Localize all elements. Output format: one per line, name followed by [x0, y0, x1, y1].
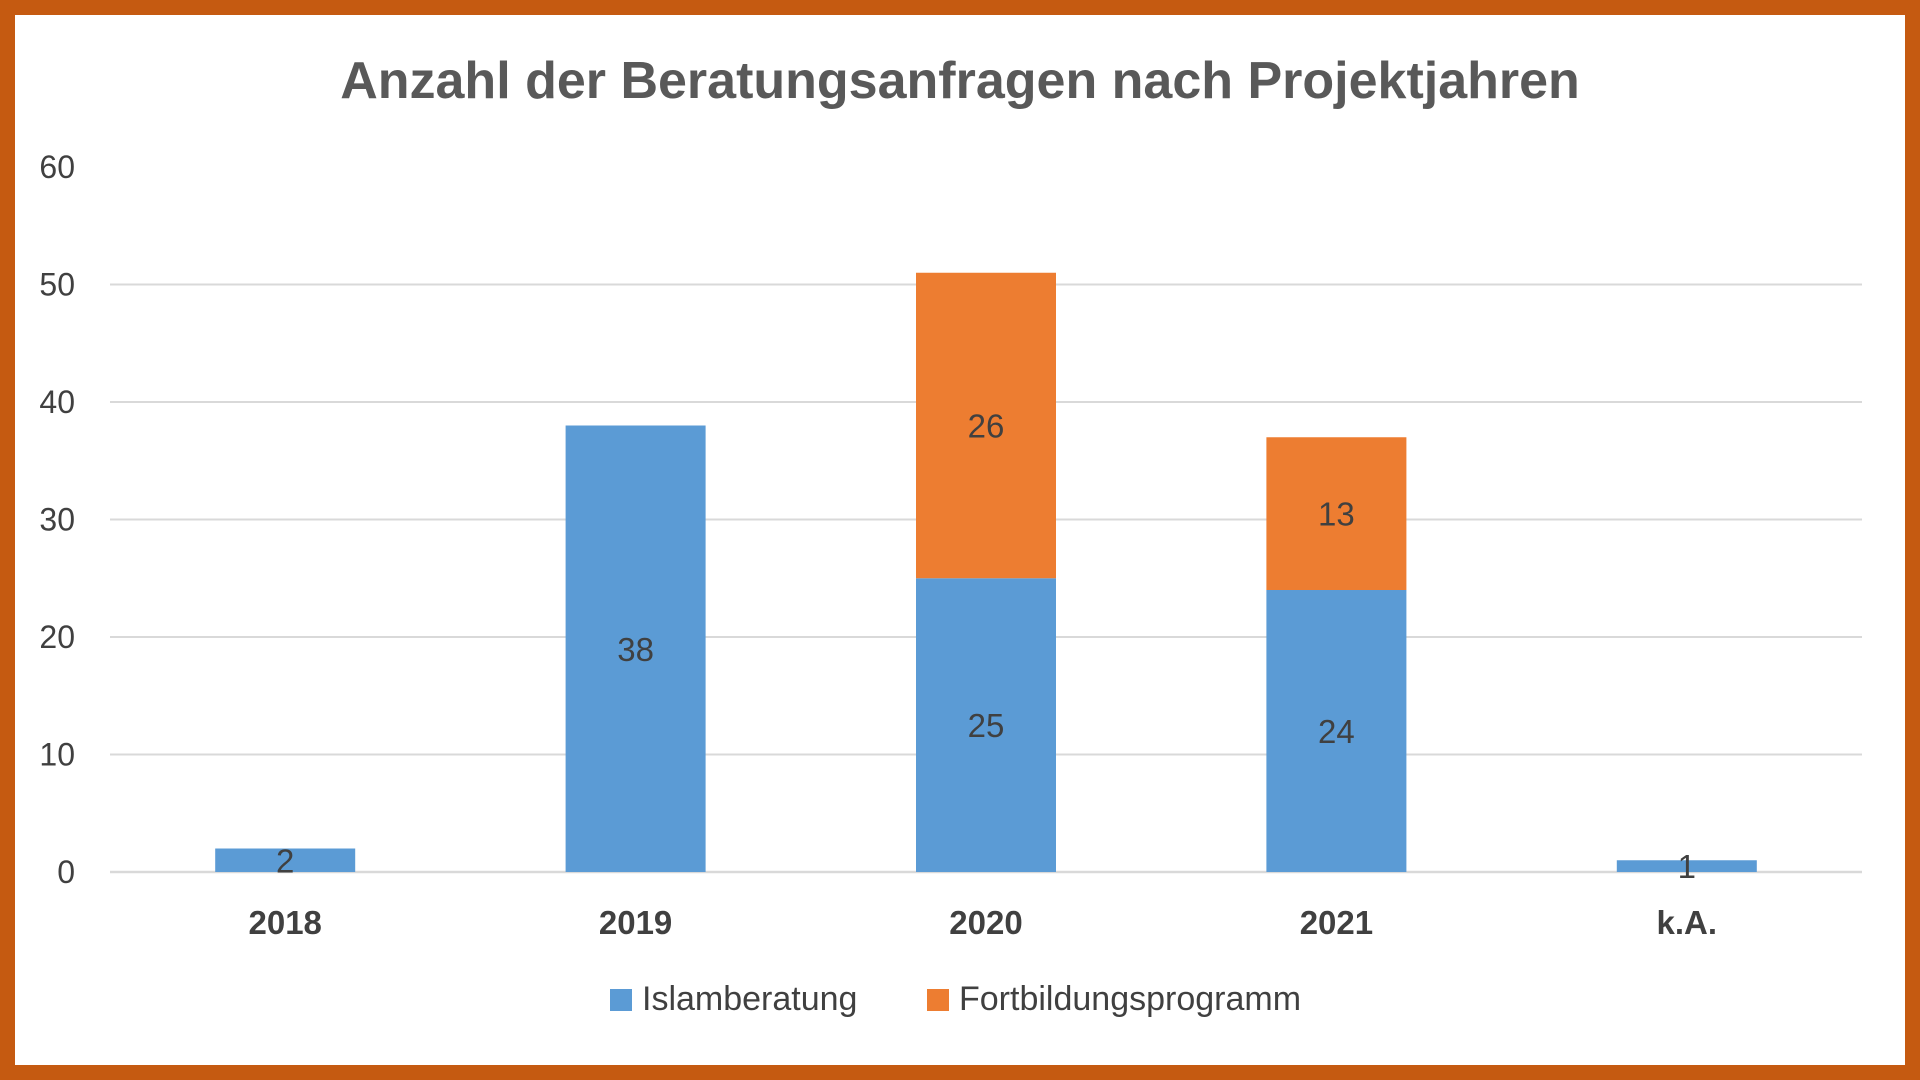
bars: [215, 272, 1757, 872]
data-label: 1: [1678, 848, 1696, 885]
data-label: 25: [968, 707, 1005, 744]
bar-islamberatung-2018: [215, 848, 356, 872]
x-tick-label: k.A.: [1657, 904, 1718, 941]
data-labels: 2 38 25 26 24 13 1: [276, 408, 1696, 886]
legend-label: Islamberatung: [642, 980, 857, 1018]
chart-title: Anzahl der Beratungsanfragen nach Projek…: [340, 52, 1580, 110]
y-tick-label: 30: [39, 502, 75, 538]
x-tick-label: 2021: [1300, 904, 1373, 941]
data-label: 26: [968, 408, 1005, 445]
bar-islamberatung-2021: [1266, 590, 1407, 872]
bar-islamberatung-ka: [1616, 860, 1757, 872]
y-tick-label: 60: [39, 149, 75, 185]
bar-fortbildungsprogramm-2021: [1266, 437, 1407, 590]
y-tick-label: 50: [39, 267, 75, 303]
bar-islamberatung-2020: [916, 578, 1056, 872]
y-tick-label: 0: [57, 854, 75, 890]
y-axis-ticks: 0 10 20 30 40 50 60: [39, 149, 75, 890]
legend-swatch: [927, 989, 949, 1011]
bar-islamberatung-2019: [565, 425, 706, 872]
legend-swatch: [610, 989, 632, 1011]
legend: Islamberatung Fortbildungsprogramm: [610, 980, 1301, 1018]
x-axis-ticks: 2018 2019 2020 2021 k.A.: [248, 904, 1717, 941]
x-tick-label: 2019: [599, 904, 672, 941]
legend-label: Fortbildungsprogramm: [959, 980, 1301, 1018]
y-tick-label: 40: [39, 384, 75, 420]
data-label: 24: [1318, 713, 1355, 750]
y-tick-label: 10: [39, 737, 75, 773]
data-label: 13: [1318, 496, 1355, 533]
data-label: 2: [276, 842, 294, 879]
x-tick-label: 2020: [949, 904, 1022, 941]
data-label: 38: [617, 631, 654, 668]
bar-fortbildungsprogramm-2020: [916, 272, 1056, 579]
y-tick-label: 20: [39, 619, 75, 655]
x-tick-label: 2018: [248, 904, 321, 941]
